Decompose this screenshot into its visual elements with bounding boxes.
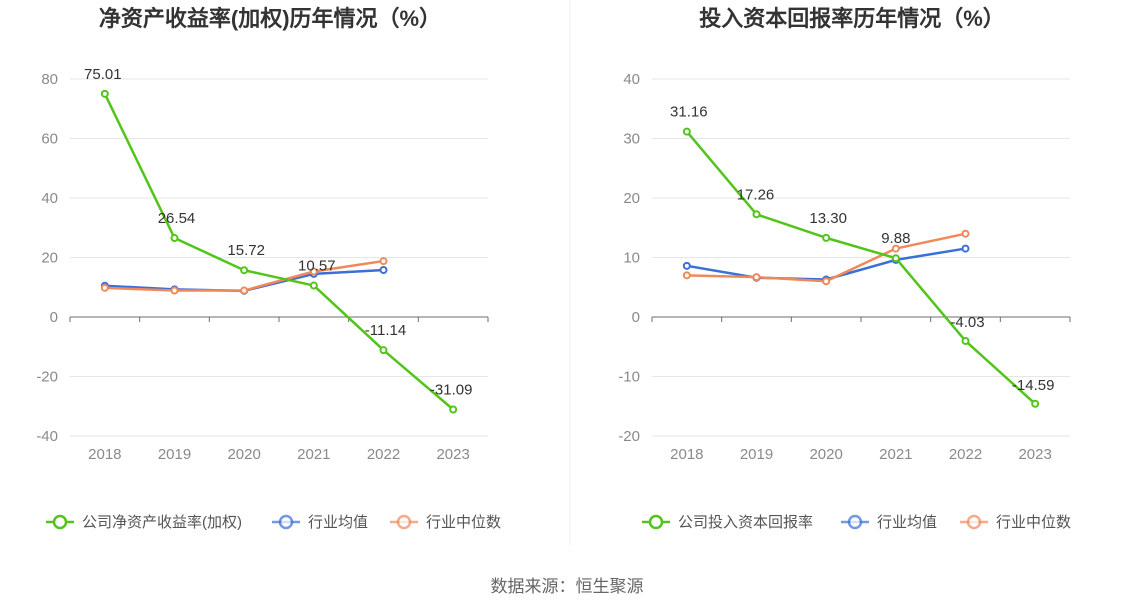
data-point-avg[interactable]	[682, 261, 691, 270]
y-tick-label: 20	[41, 250, 58, 267]
legend-swatch-marker	[847, 514, 863, 530]
legend-swatch-marker	[648, 514, 664, 530]
data-label: 10.57	[298, 258, 336, 275]
data-point-median[interactable]	[822, 277, 831, 286]
x-tick-label: 2020	[809, 446, 842, 463]
data-point-company[interactable]	[309, 281, 318, 290]
legend-item-median[interactable]: 行业中位数	[960, 514, 1071, 531]
legend-label: 行业均值	[308, 514, 368, 531]
y-tick-label: 40	[41, 190, 58, 207]
legend-item-avg[interactable]: 行业均值	[272, 514, 368, 531]
series-line-company	[685, 130, 1037, 405]
legend-item-avg[interactable]: 行业均值	[841, 514, 937, 531]
y-tick-label: -40	[36, 428, 58, 445]
data-point-median[interactable]	[240, 286, 249, 295]
x-tick-label: 2018	[88, 446, 121, 463]
legend-swatch-marker	[278, 514, 294, 530]
data-point-company[interactable]	[822, 233, 831, 242]
data-label: -4.03	[950, 314, 984, 331]
legend-label: 公司净资产收益率(加权)	[82, 514, 242, 531]
source-note: 数据来源：恒生聚源	[491, 577, 644, 596]
legend-item-company[interactable]: 公司投入资本回报率	[642, 514, 813, 531]
y-tick-label: 60	[41, 131, 58, 148]
x-tick-label: 2019	[158, 446, 191, 463]
data-point-company[interactable]	[682, 127, 691, 136]
data-label: -31.09	[430, 381, 473, 398]
data-point-company[interactable]	[961, 336, 970, 345]
legend-item-median[interactable]: 行业中位数	[390, 514, 501, 531]
y-tick-label: 20	[623, 190, 640, 207]
legend-label: 公司投入资本回报率	[678, 514, 813, 531]
data-point-median[interactable]	[309, 267, 318, 276]
data-point-median[interactable]	[961, 229, 970, 238]
y-tick-label: 0	[632, 309, 640, 326]
data-label: 13.30	[809, 210, 847, 227]
x-tick-label: 2022	[367, 446, 400, 463]
data-point-company[interactable]	[449, 405, 458, 414]
data-point-company[interactable]	[379, 346, 388, 355]
series-line-avg	[686, 247, 966, 281]
legend-item-company[interactable]: 公司净资产收益率(加权)	[46, 514, 242, 531]
chart-title: 投入资本回报率历年情况（%）	[699, 6, 1005, 31]
chart-title: 净资产收益率(加权)历年情况（%）	[99, 6, 441, 31]
y-tick-label: -20	[618, 428, 640, 445]
series-line-company	[103, 93, 454, 411]
legend-label: 行业均值	[877, 514, 937, 531]
y-tick-label: 0	[50, 309, 58, 326]
data-label: 26.54	[158, 210, 196, 227]
y-tick-label: 80	[41, 71, 58, 88]
data-point-company[interactable]	[1031, 399, 1040, 408]
data-label: 75.01	[84, 66, 122, 83]
data-point-company[interactable]	[100, 89, 109, 98]
x-tick-label: 2018	[670, 446, 703, 463]
roe-chart-panel: 净资产收益率(加权)历年情况（%） 80 60 40 20 0 -20 -40 2018 2019…	[36, 6, 501, 531]
legend-label: 行业中位数	[996, 514, 1071, 531]
x-tick-label: 2020	[227, 446, 260, 463]
data-point-company[interactable]	[891, 254, 900, 263]
data-point-company[interactable]	[752, 210, 761, 219]
data-point-company[interactable]	[240, 266, 249, 275]
y-tick-label: 10	[623, 250, 640, 267]
legend-swatch-marker	[396, 514, 412, 530]
x-tick-label: 2021	[879, 446, 912, 463]
data-label: 31.16	[670, 104, 708, 121]
x-tick-label: 2023	[436, 446, 469, 463]
legend-swatch-marker	[966, 514, 982, 530]
legend-label: 行业中位数	[426, 514, 501, 531]
x-tick-label: 2022	[949, 446, 982, 463]
data-label: 15.72	[227, 242, 265, 259]
data-point-avg[interactable]	[961, 244, 970, 253]
x-tick-label: 2023	[1018, 446, 1051, 463]
y-tick-label: 30	[623, 131, 640, 148]
series-line-median	[104, 259, 384, 292]
data-point-company[interactable]	[170, 234, 179, 243]
data-point-median[interactable]	[379, 257, 388, 266]
data-label: -11.14	[365, 322, 406, 339]
y-tick-label: -10	[618, 369, 640, 386]
data-label: 17.26	[737, 186, 775, 203]
legend-swatch-marker	[52, 514, 68, 530]
data-point-median[interactable]	[170, 286, 179, 295]
data-point-avg[interactable]	[379, 265, 388, 274]
x-tick-label: 2021	[297, 446, 330, 463]
data-point-median[interactable]	[682, 271, 691, 280]
data-label: 9.88	[881, 230, 910, 247]
y-tick-label: -20	[36, 369, 58, 386]
data-point-median[interactable]	[752, 273, 761, 282]
y-tick-label: 40	[623, 71, 640, 88]
roic-chart-panel: 投入资本回报率历年情况（%） 40 30 20 10 0 -10 -20 2018 2019 202…	[618, 6, 1071, 531]
data-point-median[interactable]	[891, 244, 900, 253]
x-tick-label: 2019	[740, 446, 773, 463]
data-point-median[interactable]	[100, 283, 109, 292]
data-label: -14.59	[1012, 377, 1055, 394]
